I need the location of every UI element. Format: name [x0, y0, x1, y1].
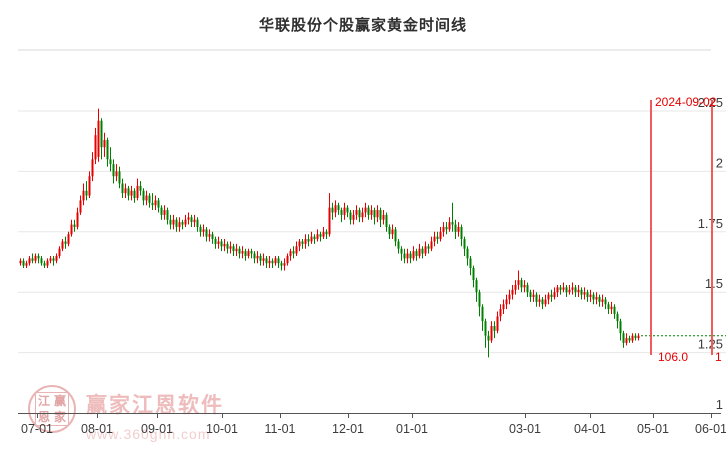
watermark-text: 赢家江恩软件 www.360gnn.com	[86, 385, 224, 442]
svg-text:1.5: 1.5	[705, 276, 723, 291]
svg-text:06-01: 06-01	[695, 422, 726, 436]
svg-text:07-01: 07-01	[21, 422, 53, 436]
svg-text:1: 1	[716, 397, 723, 412]
svg-text:1.25: 1.25	[698, 337, 723, 352]
page-title: 华联股份个股赢家黄金时间线	[258, 17, 467, 34]
svg-text:01-01: 01-01	[396, 422, 428, 436]
watermark-brand: 赢家江恩软件	[86, 394, 224, 417]
watermark: 江 赢 恩 家 赢家江恩软件 www.360gnn.com	[28, 385, 224, 442]
svg-text:03-01: 03-01	[509, 422, 541, 436]
watermark-url: www.360gnn.com	[86, 426, 211, 442]
seal-char: 赢	[53, 394, 66, 408]
cycle-count-label: 106.0	[658, 350, 689, 364]
svg-text:11-01: 11-01	[264, 422, 295, 436]
svg-text:12-01: 12-01	[332, 422, 364, 436]
svg-text:2.25: 2.25	[698, 95, 723, 110]
cycle-count-label-2: 1	[715, 350, 722, 364]
svg-text:1.75: 1.75	[698, 216, 723, 231]
svg-text:05-01: 05-01	[637, 422, 669, 436]
svg-text:2: 2	[716, 155, 723, 170]
seal-char: 江	[37, 394, 50, 408]
svg-text:08-01: 08-01	[81, 422, 113, 436]
svg-text:09-01: 09-01	[141, 422, 173, 436]
svg-text:04-01: 04-01	[574, 422, 606, 436]
projection-date-label: 2024-09-02	[655, 95, 717, 109]
svg-text:10-01: 10-01	[206, 422, 238, 436]
title-separator	[18, 49, 711, 51]
